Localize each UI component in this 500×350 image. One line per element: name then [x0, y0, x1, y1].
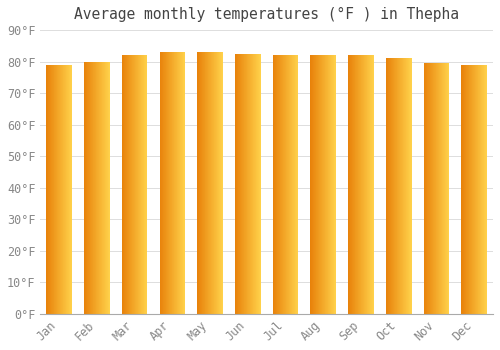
Title: Average monthly temperatures (°F ) in Thepha: Average monthly temperatures (°F ) in Th…	[74, 7, 459, 22]
